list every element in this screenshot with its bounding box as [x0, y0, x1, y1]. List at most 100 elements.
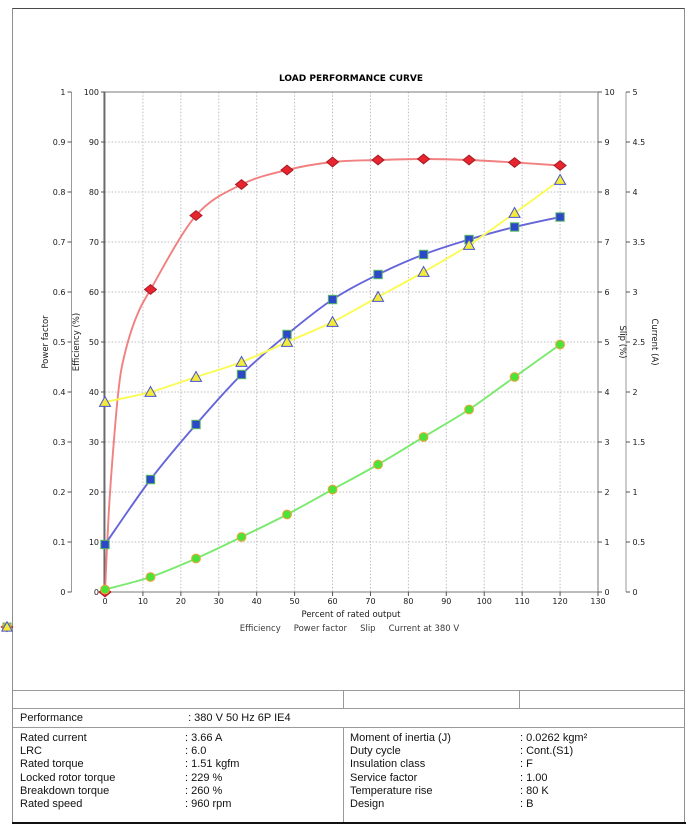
- svg-text:2: 2: [605, 488, 610, 497]
- spec-right-row: Insulation class: F: [350, 758, 587, 771]
- svg-text:120: 120: [552, 597, 567, 606]
- svg-text:0.8: 0.8: [53, 188, 66, 197]
- table-rule-top: [13, 690, 685, 691]
- spec-value: : 229 %: [185, 771, 223, 784]
- chart-legend: Efficiency Power factor Slip Current at 380…: [0, 621, 699, 637]
- svg-text:10: 10: [605, 88, 615, 97]
- svg-text:0.3: 0.3: [53, 438, 66, 447]
- svg-text:0: 0: [605, 588, 610, 597]
- svg-text:0.6: 0.6: [53, 288, 66, 297]
- table-rule-header: [13, 708, 685, 709]
- spec-value: : 960 rpm: [185, 797, 232, 810]
- svg-text:5: 5: [633, 88, 638, 97]
- svg-text:60: 60: [89, 288, 99, 297]
- svg-text:80: 80: [403, 597, 413, 606]
- svg-text:100: 100: [84, 88, 99, 97]
- svg-text:0: 0: [60, 588, 65, 597]
- svg-text:0.7: 0.7: [53, 238, 66, 247]
- table-rule-mid: [13, 727, 685, 728]
- table-divider-top-1: [343, 690, 344, 708]
- spec-right-row: Duty cycle: Cont.(S1): [350, 745, 587, 758]
- spec-value: : 6.0: [185, 745, 207, 758]
- spec-value: : 1.00: [520, 771, 548, 784]
- spec-value: : 80 K: [520, 784, 549, 797]
- y-axis-title-slip: Slip (%): [617, 326, 627, 359]
- series-current-at-380-v: [98, 173, 567, 407]
- spec-left-row: Rated current : 3.66 A: [20, 732, 239, 745]
- svg-text:4: 4: [605, 388, 610, 397]
- spec-label: Rated torque: [20, 758, 84, 771]
- spec-label: Rated current: [20, 732, 87, 744]
- svg-text:1: 1: [60, 88, 65, 97]
- spec-left-row: Locked rotor torque : 229 %: [20, 772, 239, 785]
- spec-left-row: Rated torque : 1.51 kgfm: [20, 758, 239, 771]
- svg-text:0.1: 0.1: [53, 538, 66, 547]
- spec-value: : 0.0262 kgm²: [520, 732, 588, 744]
- svg-text:1.5: 1.5: [633, 438, 646, 447]
- performance-value: : 380 V 50 Hz 6P IE4: [188, 712, 291, 724]
- spec-right-row: Design: B: [350, 798, 587, 811]
- spec-left-row: Rated speed: 960 rpm: [20, 798, 239, 811]
- svg-text:0.5: 0.5: [53, 338, 66, 347]
- series-slip: [100, 339, 565, 595]
- spec-label: LRC: [20, 745, 43, 758]
- svg-text:5: 5: [605, 338, 610, 347]
- svg-text:70: 70: [365, 597, 375, 606]
- svg-text:2: 2: [633, 388, 638, 397]
- spec-value: : 3.66 A: [185, 732, 223, 744]
- spec-label: Locked rotor torque: [20, 771, 116, 784]
- spec-value: : F: [520, 758, 533, 771]
- svg-text:1: 1: [633, 488, 638, 497]
- svg-text:9: 9: [605, 138, 610, 147]
- svg-text:2.5: 2.5: [633, 338, 646, 347]
- legend-item-efficiency: Efficiency: [0, 621, 281, 634]
- svg-text:6: 6: [605, 288, 610, 297]
- spec-value: : 260 %: [185, 784, 223, 797]
- spec-right-row: Service factor : 1.00: [350, 772, 587, 785]
- performance-label: Performance: [20, 712, 83, 724]
- svg-text:0.9: 0.9: [53, 138, 66, 147]
- spec-label: Breakdown torque: [20, 784, 110, 797]
- spec-value: : 1.51 kgfm: [185, 758, 240, 771]
- spec-right-row: Temperature rise : 80 K: [350, 785, 587, 798]
- spec-label: Service factor: [350, 771, 418, 784]
- legend-triangle-icon: [0, 621, 14, 632]
- svg-text:10: 10: [138, 597, 148, 606]
- svg-text:0.4: 0.4: [53, 388, 66, 397]
- legend-item-slip: Slip: [2, 622, 376, 634]
- chart-title: LOAD PERFORMANCE CURVE: [279, 74, 423, 84]
- table-divider-top-2: [519, 690, 520, 708]
- svg-text:3: 3: [605, 438, 610, 447]
- svg-text:50: 50: [89, 338, 99, 347]
- y-axis-title-current: Current (A): [649, 318, 659, 365]
- svg-text:50: 50: [290, 597, 300, 606]
- svg-text:20: 20: [89, 488, 99, 497]
- legend-label: Power factor: [293, 624, 348, 634]
- table-rule-bottom: [12, 822, 686, 824]
- svg-text:100: 100: [477, 597, 492, 606]
- svg-text:130: 130: [590, 597, 605, 606]
- y-axis-title-power-factor: Power factor: [41, 315, 51, 369]
- svg-text:60: 60: [327, 597, 337, 606]
- spec-value: : Cont.(S1): [520, 745, 574, 758]
- svg-text:0: 0: [102, 597, 107, 606]
- svg-text:20: 20: [176, 597, 186, 606]
- svg-text:4: 4: [633, 188, 638, 197]
- load-performance-chart: 0 10 20 30 40 50 60 70 80 90 100 110 120 130010203040…: [41, 74, 659, 620]
- spec-label: Temperature rise: [350, 784, 433, 797]
- spec-right-row: Moment of inertia (J): 0.0262 kgm²: [350, 732, 587, 745]
- svg-text:1: 1: [605, 538, 610, 547]
- svg-text:40: 40: [89, 388, 99, 397]
- legend-label: Current at 380 V: [388, 624, 460, 634]
- svg-text:3.5: 3.5: [633, 238, 646, 247]
- svg-text:40: 40: [252, 597, 262, 606]
- svg-text:80: 80: [89, 188, 99, 197]
- spec-left-row: LRC : 6.0: [20, 745, 239, 758]
- legend-label: Efficiency: [239, 624, 281, 634]
- legend-label: Slip: [360, 624, 376, 634]
- x-axis-title: Percent of rated output: [302, 610, 402, 620]
- table-divider-center: [343, 727, 344, 822]
- spec-column-right: Moment of inertia (J): 0.0262 kgm² Duty c…: [350, 732, 587, 811]
- svg-text:90: 90: [89, 138, 99, 147]
- series-efficiency: [98, 153, 567, 598]
